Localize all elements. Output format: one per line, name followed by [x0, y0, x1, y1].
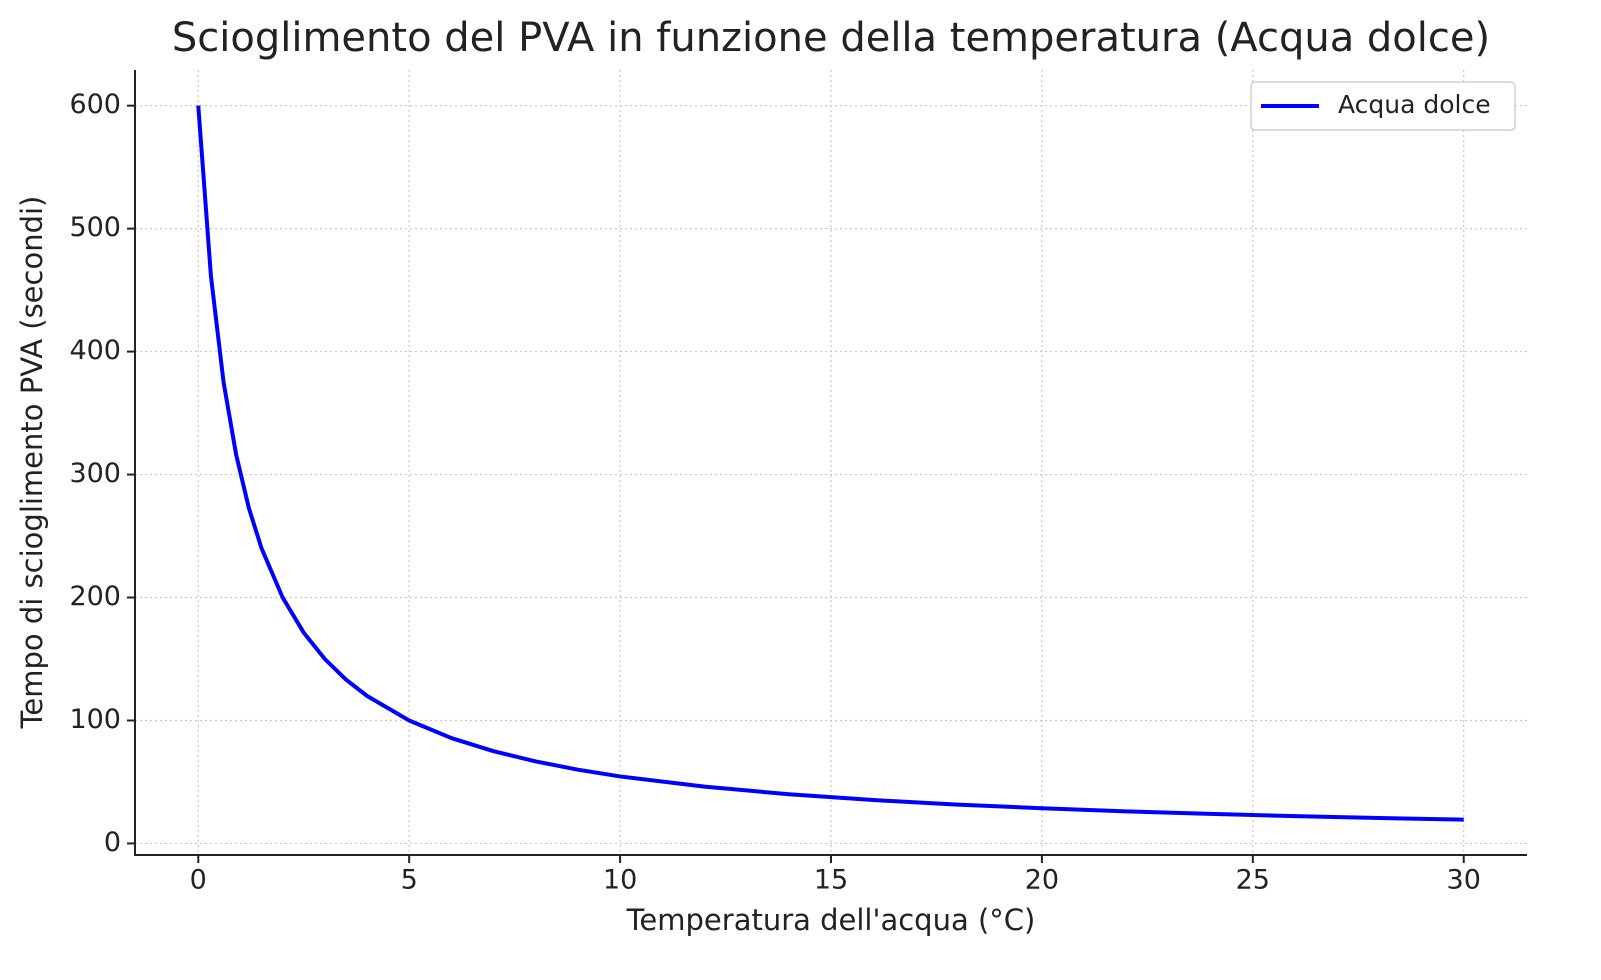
legend: Acqua dolce — [1250, 81, 1516, 131]
x-tick-label: 15 — [814, 865, 848, 896]
x-tick-label: 25 — [1236, 865, 1270, 896]
data-line — [196, 105, 1464, 822]
x-tick-label: 5 — [401, 865, 418, 896]
y-tick-label: 200 — [69, 581, 121, 612]
y-tick-label: 300 — [69, 458, 121, 489]
legend-label: Acqua dolce — [1338, 90, 1491, 119]
y-tick-label: 0 — [104, 827, 121, 858]
y-tick-label: 500 — [69, 212, 121, 243]
legend-frame — [1250, 81, 1516, 131]
y-tick-label: 100 — [69, 704, 121, 735]
y-tick-label: 600 — [69, 89, 121, 120]
y-axis-label: Tempo di scioglimento PVA (secondi) — [15, 196, 49, 730]
x-axis-label: Temperatura dell'acqua (°C) — [626, 903, 1036, 937]
chart-title: Scioglimento del PVA in funzione della t… — [172, 15, 1490, 61]
x-tick-label: 20 — [1025, 865, 1059, 896]
y-tick-label: 400 — [69, 335, 121, 366]
x-tick-label: 0 — [190, 865, 207, 896]
x-tick-label: 10 — [603, 865, 637, 896]
x-tick-label: 30 — [1447, 865, 1481, 896]
